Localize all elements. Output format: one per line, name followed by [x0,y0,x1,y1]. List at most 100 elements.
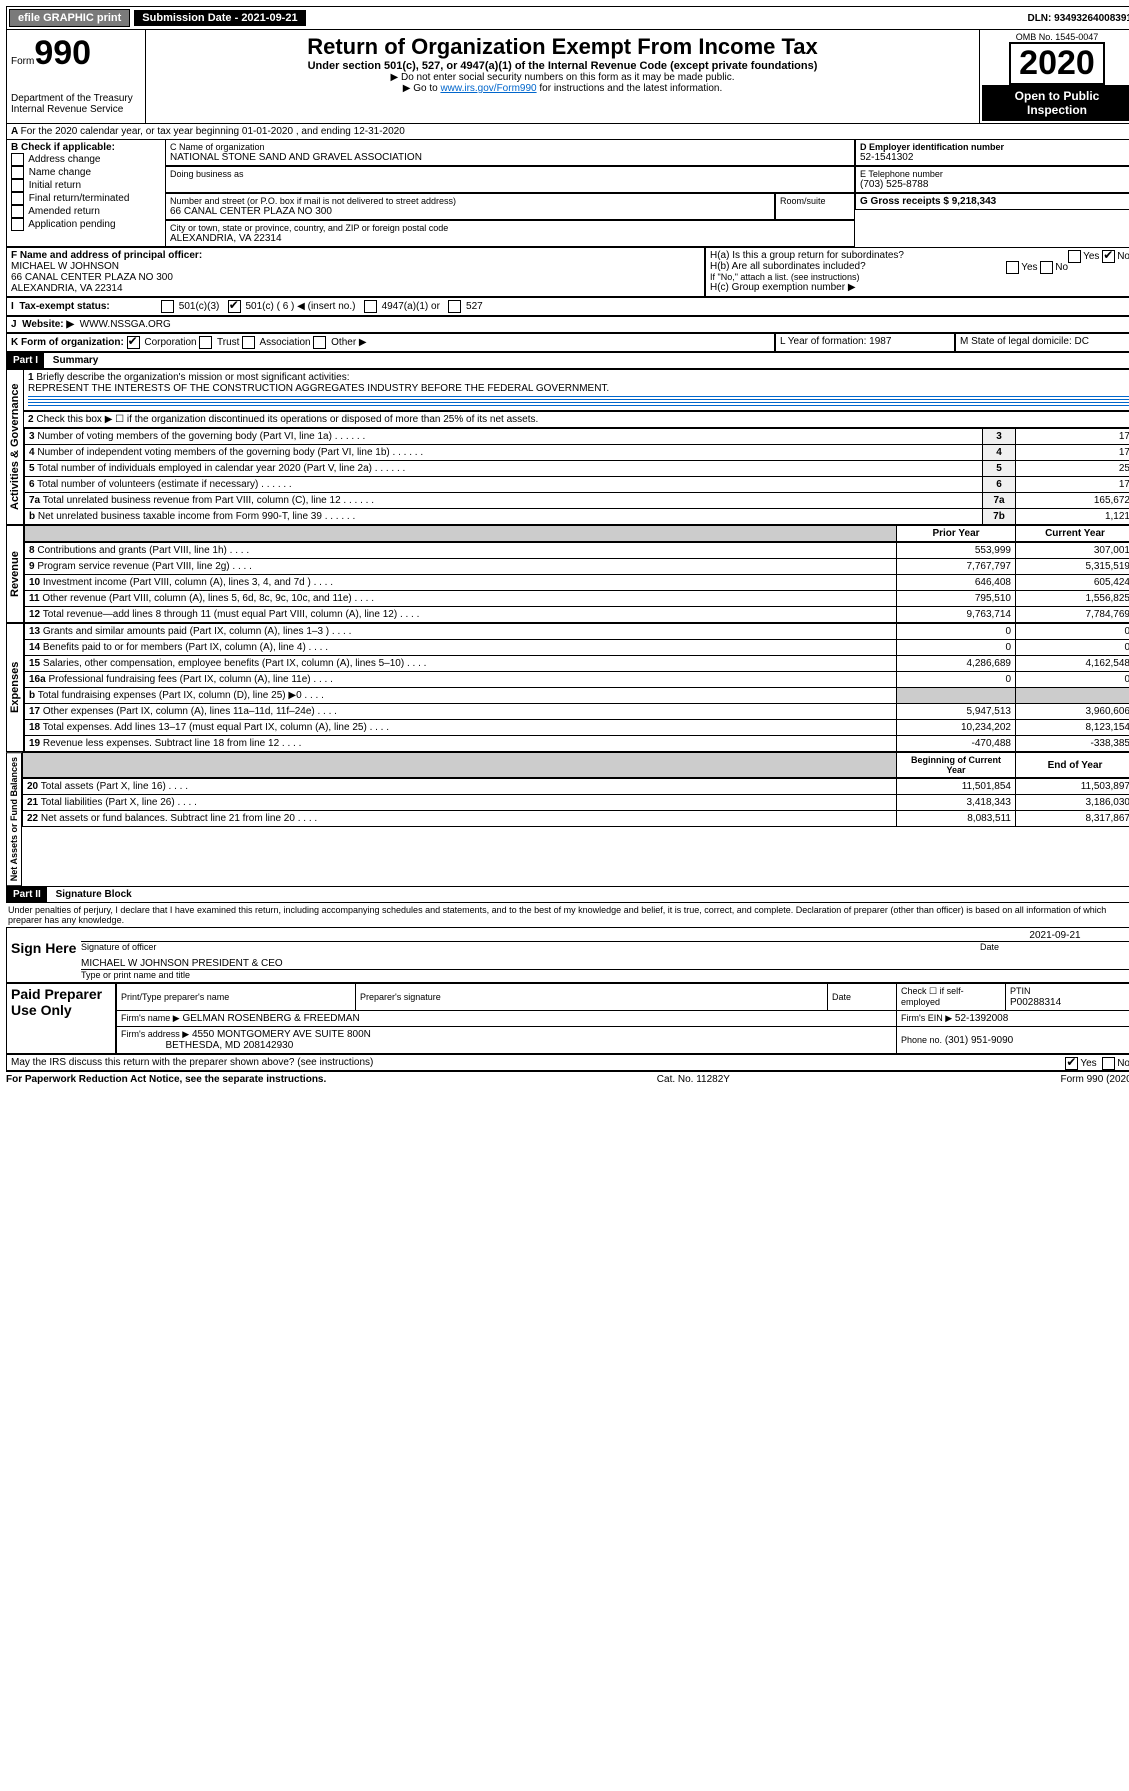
part1-label: Part I [7,353,44,368]
pp-sig-label: Preparer's signature [360,992,441,1002]
officer-printed-name: MICHAEL W JOHNSON PRESIDENT & CEO [81,958,1129,970]
firm-name-label: Firm's name ▶ [121,1013,180,1023]
pp-date-label: Date [832,992,851,1002]
box-j-label: J Website: ▶ [11,319,74,330]
ein-label: D Employer identification number [860,142,1129,152]
discuss-yes-checkbox[interactable] [1065,1057,1078,1070]
firm-addr2: BETHESDA, MD 208142930 [165,1040,293,1051]
form-word: Form [11,56,34,67]
hc-label: H(c) Group exemption number ▶ [710,282,1129,293]
hdr-beginning: Beginning of Current Year [897,753,1016,778]
side-governance: Activities & Governance [6,369,24,525]
phone-value-e: (703) 525-8788 [860,179,1129,190]
org-name: NATIONAL STONE SAND AND GRAVEL ASSOCIATI… [170,152,850,163]
box-m: M State of legal domicile: DC [955,333,1129,352]
firm-addr1: 4550 MONTGOMERY AVE SUITE 800N [192,1029,371,1040]
discuss-question: May the IRS discuss this return with the… [11,1057,373,1068]
part1-title: Summary [47,353,105,368]
sig-officer-label: Signature of officer [81,942,980,952]
mission-text: REPRESENT THE INTERESTS OF THE CONSTRUCT… [28,383,609,394]
corp-checkbox[interactable] [127,336,140,349]
tax-year: 2020 [1009,42,1105,85]
hdr-current: Current Year [1016,526,1129,542]
omb-number: OMB No. 1545-0047 [982,32,1129,42]
assoc-checkbox[interactable] [242,336,255,349]
city-state-zip: ALEXANDRIA, VA 22314 [170,233,850,244]
501c3-checkbox[interactable] [161,300,174,313]
ein-value: 52-1541302 [860,152,1129,163]
form-number: 990 [34,34,91,72]
ha-no-checkbox[interactable] [1102,250,1115,263]
sign-here-label: Sign Here [11,930,81,980]
pp-check-label: Check ☐ if self-employed [901,986,964,1007]
side-netassets: Net Assets or Fund Balances [6,752,22,886]
box-b-checkbox[interactable] [11,205,24,218]
declaration-text: Under penalties of perjury, I declare th… [6,903,1129,927]
line-a: A For the 2020 calendar year, or tax yea… [6,124,1129,140]
firm-name: GELMAN ROSENBERG & FREEDMAN [182,1013,359,1024]
box-b-label: B Check if applicable: [11,142,161,153]
form-title: Return of Organization Exempt From Incom… [150,34,975,60]
box-b-checkbox[interactable] [11,192,24,205]
box-b-checkbox[interactable] [11,166,24,179]
officer-addr1: 66 CANAL CENTER PLAZA NO 300 [11,272,700,283]
instr-2: ▶ Go to www.irs.gov/Form990 for instruct… [150,83,975,94]
sig-date: 2021-09-21 [980,930,1129,942]
open-public-badge: Open to Public Inspection [982,85,1129,121]
hdr-end: End of Year [1016,753,1129,778]
hb-yes-checkbox[interactable] [1006,261,1019,274]
date-label: Date [980,942,1129,952]
discuss-no-checkbox[interactable] [1102,1057,1115,1070]
501c-checkbox[interactable] [228,300,241,313]
trust-checkbox[interactable] [199,336,212,349]
cat-no: Cat. No. 11282Y [657,1074,730,1085]
firm-ein-label: Firm's EIN ▶ [901,1013,952,1023]
addr-label: Number and street (or P.O. box if mail i… [170,196,770,206]
pp-name-label: Print/Type preparer's name [121,992,229,1002]
efile-button[interactable]: efile GRAPHIC print [9,9,130,27]
527-checkbox[interactable] [448,300,461,313]
ha-yes-checkbox[interactable] [1068,250,1081,263]
q1-text: Briefly describe the organization's miss… [36,372,349,383]
officer-label: F Name and address of principal officer: [11,250,700,261]
irs-label: Internal Revenue Service [11,104,141,115]
dln: DLN: 93493264008391 [1027,13,1129,24]
4947-checkbox[interactable] [364,300,377,313]
officer-addr2: ALEXANDRIA, VA 22314 [11,283,700,294]
irs-link[interactable]: www.irs.gov/Form990 [440,83,536,94]
box-b-checkbox[interactable] [11,179,24,192]
side-expenses: Expenses [6,623,24,752]
officer-name: MICHAEL W JOHNSON [11,261,700,272]
firm-phone: (301) 951-9090 [945,1035,1013,1046]
ha-question: H(a) Is this a group return for subordin… [710,250,1129,261]
dept-treasury: Department of the Treasury [11,93,141,104]
form-header: Form990 Department of the Treasury Inter… [6,30,1129,124]
top-bar: efile GRAPHIC print Submission Date - 20… [6,6,1129,30]
box-k-label: K Form of organization: [11,337,124,348]
dba-label: Doing business as [170,169,850,179]
website-value: WWW.NSSGA.ORG [80,319,171,330]
org-info-block: B Check if applicable: Address change Na… [6,140,1129,247]
box-l: L Year of formation: 1987 [775,333,955,352]
box-i-label: I Tax-exempt status: [11,301,161,312]
phone-label-e: E Telephone number [860,169,1129,179]
box-b-checkbox[interactable] [11,153,24,166]
org-name-label: C Name of organization [170,142,850,152]
instr-1: ▶ Do not enter social security numbers o… [150,72,975,83]
q2-text: Check this box ▶ ☐ if the organization d… [36,414,538,425]
ptin-label: PTIN [1010,986,1031,996]
room-label: Room/suite [780,196,850,206]
street-address: 66 CANAL CENTER PLAZA NO 300 [170,206,770,217]
firm-phone-label: Phone no. [901,1035,942,1045]
type-name-label: Type or print name and title [81,970,1129,980]
part2-title: Signature Block [50,887,138,902]
other-checkbox[interactable] [313,336,326,349]
firm-addr-label: Firm's address ▶ [121,1029,189,1039]
hb-no-checkbox[interactable] [1040,261,1053,274]
form-subtitle: Under section 501(c), 527, or 4947(a)(1)… [150,60,975,72]
firm-ein: 52-1392008 [955,1013,1008,1024]
paid-preparer-label: Paid Preparer Use Only [6,983,116,1054]
box-b-checkbox[interactable] [11,218,24,231]
submission-date: Submission Date - 2021-09-21 [134,10,305,26]
gross-receipts: G Gross receipts $ 9,218,343 [860,196,996,207]
